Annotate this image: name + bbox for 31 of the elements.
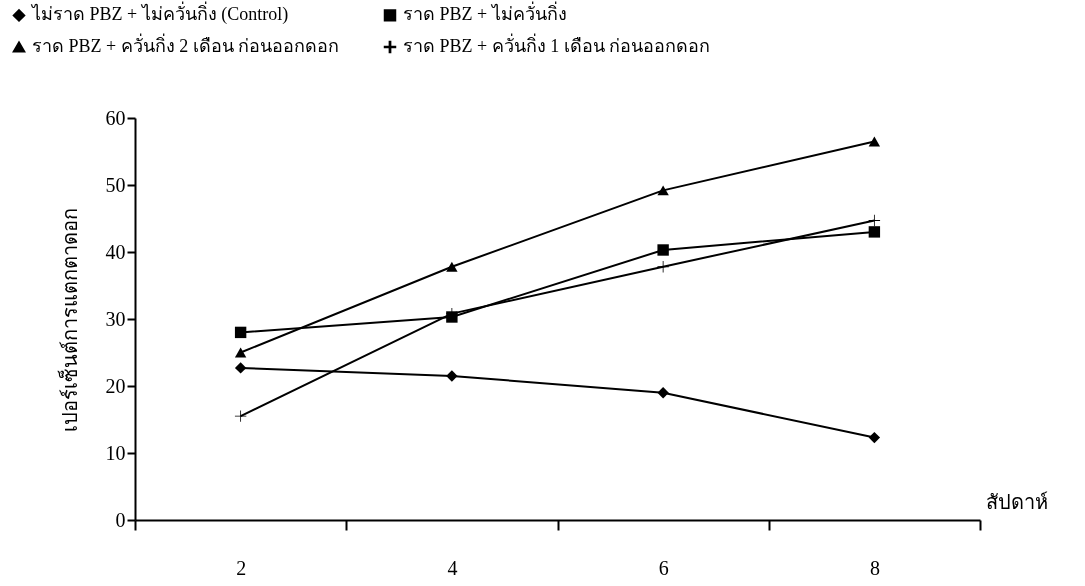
point <box>234 347 247 358</box>
x-tick-label: 8 <box>869 556 880 579</box>
point <box>234 326 247 339</box>
y-tick-label: 40 <box>105 240 126 263</box>
point <box>234 362 247 374</box>
point <box>657 185 669 196</box>
point <box>234 410 247 422</box>
point <box>868 226 881 238</box>
y-tick-label: 0 <box>115 508 126 531</box>
legend-label: ราด PBZ + ควั่นกิ่ง 1 เดือน ก่อนออกดอก <box>403 33 711 56</box>
x-tick-label: 6 <box>658 556 669 579</box>
legend-label: ไม่ราด PBZ + ไม่ควั่นกิ่ง (Control) <box>30 1 289 26</box>
legend-label: ราด PBZ + ไม่ควั่นกิ่ง <box>403 1 567 25</box>
x-axis-title: สัปดาห์ <box>985 490 1048 513</box>
point <box>446 261 458 272</box>
point <box>868 214 881 227</box>
y-tick-label: 10 <box>105 441 126 464</box>
point <box>446 370 458 382</box>
point <box>868 431 881 444</box>
y-tick-label: 30 <box>105 307 126 330</box>
x-tick-label: 2 <box>236 556 247 579</box>
y-tick-label: 50 <box>105 173 126 196</box>
y-tick-label: 20 <box>105 374 126 397</box>
point <box>657 244 669 256</box>
y-tick-label: 60 <box>105 106 126 129</box>
y-axis-title: เปอร์เซ็นต์การแตกตาดอก <box>56 207 81 432</box>
point <box>657 261 669 273</box>
x-tick-label: 4 <box>447 556 458 579</box>
legend-label: ราด PBZ + ควั่นกิ่ง 2 เดือน ก่อนออกดอก <box>32 33 340 56</box>
point <box>657 387 669 399</box>
point <box>868 136 881 147</box>
